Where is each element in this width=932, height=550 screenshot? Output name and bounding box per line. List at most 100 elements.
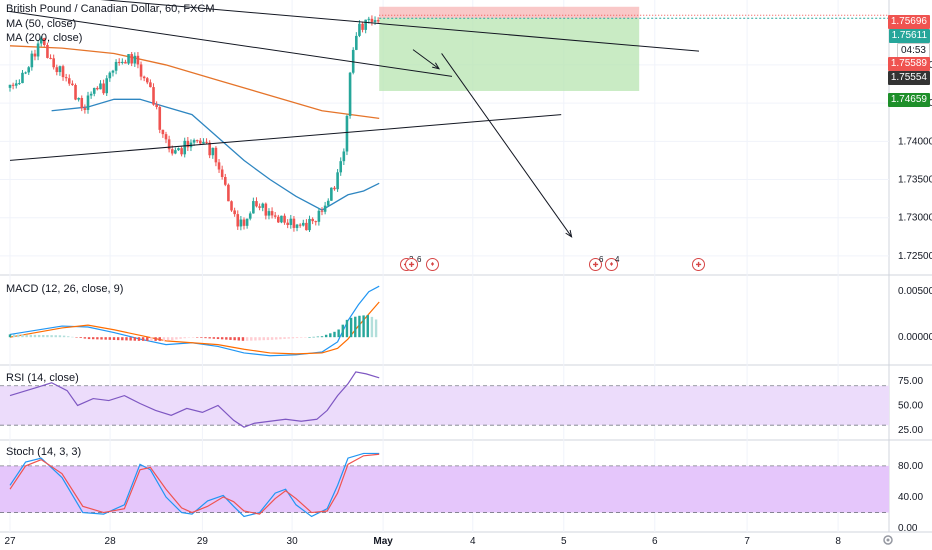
candle-body — [170, 149, 174, 154]
candle-body — [348, 72, 352, 116]
candle-body — [133, 55, 137, 64]
drawings[interactable] — [9, 0, 700, 238]
candle-body — [239, 219, 243, 227]
candle-body — [261, 203, 265, 208]
price-tag-target: 1.74659 — [887, 93, 930, 107]
candle-body — [376, 20, 380, 22]
macd-histogram-bar — [179, 337, 182, 339]
macd-histogram-bar — [62, 335, 66, 338]
macd-histogram-bar — [312, 336, 315, 338]
price-tag-stop: 1.75696 — [887, 15, 930, 29]
ca-event-icon[interactable]: ♦ — [426, 258, 439, 271]
candle-body — [286, 222, 289, 225]
position-zones — [379, 6, 889, 91]
candle-body — [58, 66, 62, 73]
macd-histogram-bar — [241, 337, 245, 341]
macd-histogram-bar — [104, 337, 107, 340]
uk-event-icon[interactable]: ✚ — [405, 258, 418, 271]
macd-histogram-bar — [237, 337, 240, 341]
macd-histogram-bar — [374, 319, 378, 338]
macd-histogram-bar — [12, 334, 16, 338]
stoch-pane — [0, 452, 889, 518]
uk-event-icon[interactable]: ✚ — [589, 258, 602, 271]
time-tick-label: 4 — [470, 536, 476, 547]
candle-body — [298, 224, 302, 226]
stop-zone — [379, 6, 640, 19]
candle-body — [177, 148, 180, 151]
candle-body — [86, 95, 90, 110]
candle-body — [236, 214, 240, 227]
price-tag-ask: 1.75554 — [887, 71, 930, 85]
time-tick-label: 7 — [744, 536, 750, 547]
macd-histogram-bar — [229, 337, 232, 340]
candle-body — [49, 57, 52, 59]
candle-body — [183, 140, 187, 155]
candle-body — [161, 129, 165, 135]
macd-histogram-bar — [250, 337, 253, 341]
candle-body — [223, 177, 227, 185]
gear-icon[interactable] — [882, 534, 894, 546]
candle-body — [46, 44, 49, 58]
candle-body — [83, 108, 87, 110]
candle-body — [114, 61, 118, 71]
candle-body — [80, 97, 84, 109]
price-tick-label: 1.72500 — [898, 251, 932, 262]
macd-pane — [8, 285, 380, 357]
time-tick-label: 27 — [4, 536, 16, 547]
candle-body — [174, 150, 177, 154]
macd-histogram-bar — [262, 337, 265, 341]
macd-histogram-bar — [329, 333, 332, 338]
ma200-legend: MA (200, close) — [6, 32, 83, 44]
ma200-line — [9, 45, 380, 120]
macd-histogram-bar — [220, 337, 224, 340]
macd-histogram-bar — [187, 337, 191, 338]
candle-body — [11, 84, 15, 86]
candle-body — [326, 200, 330, 206]
indicator-band — [0, 465, 889, 513]
candle-body — [192, 140, 196, 143]
candle-body — [105, 78, 109, 94]
macd-histogram-bar — [191, 337, 195, 338]
event-count-4: 4 — [615, 255, 620, 264]
macd-histogram-bar — [270, 337, 274, 340]
macd-histogram-bar — [150, 337, 153, 341]
macd-histogram-bar — [320, 336, 324, 338]
candle-body — [358, 23, 361, 36]
candle-body — [64, 77, 68, 79]
macd-legend: MACD (12, 26, close, 9) — [6, 283, 124, 295]
candle-body — [211, 147, 215, 156]
ca-event-icon[interactable]: ♦ — [605, 258, 618, 271]
rsi-pane — [0, 371, 889, 428]
uk-event-icon[interactable]: ✚ — [692, 258, 705, 271]
indicator-tick-label: 50.00 — [898, 400, 923, 411]
candle-body — [289, 218, 293, 225]
candle-body — [323, 205, 327, 212]
-k-line — [9, 452, 380, 518]
candle-body — [99, 83, 102, 90]
macd-histogram-bar — [158, 337, 161, 341]
candle-body — [258, 206, 261, 208]
candle-body — [195, 140, 199, 142]
trendline — [9, 10, 453, 77]
macd-histogram-bar — [21, 334, 24, 338]
macd-histogram-bar — [349, 317, 353, 338]
macd-histogram-bar — [129, 337, 132, 341]
candle-body — [267, 211, 271, 216]
macd-histogram-bar — [345, 319, 349, 338]
candle-body — [67, 78, 71, 84]
candle-body — [273, 215, 277, 217]
macd-histogram-bar — [116, 337, 120, 341]
arrow-shaft — [441, 53, 573, 238]
candle-body — [292, 218, 296, 228]
macd-histogram-bar — [166, 337, 170, 341]
price-tick-label: 1.73500 — [898, 175, 932, 186]
macd-histogram-bar — [295, 337, 299, 339]
candle-body — [167, 139, 171, 150]
macd-histogram-bar — [266, 337, 270, 341]
arrow-head — [432, 62, 441, 70]
macd-histogram-bar — [67, 336, 70, 338]
signal-line — [9, 301, 380, 355]
candle-body — [217, 162, 221, 170]
macd-histogram-bar — [108, 337, 112, 340]
